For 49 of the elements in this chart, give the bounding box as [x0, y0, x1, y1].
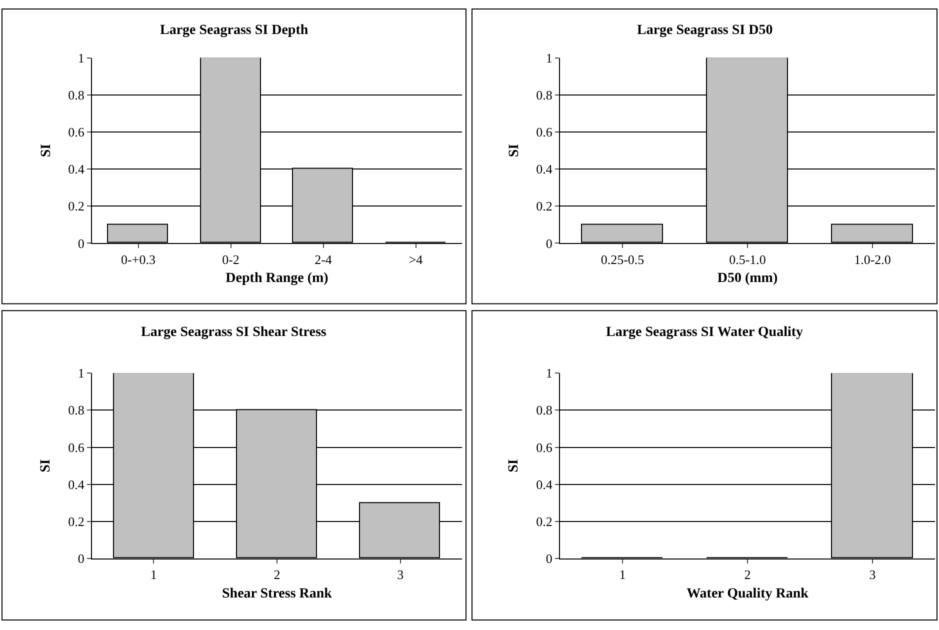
y-tick-label: 0.8: [68, 402, 84, 418]
y-tick-label: 0.8: [536, 87, 552, 102]
chart-title: Large Seagrass SI D50: [637, 23, 773, 38]
y-tick-label: 0: [78, 551, 84, 566]
y-tick-label: 0.2: [68, 198, 84, 214]
x-tick-label: 2-4: [314, 252, 332, 267]
x-tick-label: 3: [869, 567, 876, 582]
y-tick-label: 0.4: [536, 476, 553, 492]
y-axis-title: SI: [38, 144, 54, 158]
y-tick-label: 0.6: [536, 440, 553, 455]
y-tick-label: 0.2: [536, 514, 552, 529]
y-tick-label: 0.6: [68, 124, 85, 140]
y-axis-title: SI: [506, 144, 522, 158]
y-tick-label: 0.8: [536, 402, 552, 418]
y-tick-label: 1: [546, 50, 552, 66]
x-tick-label: 0.25-0.5: [600, 252, 644, 267]
y-tick-label: 0.4: [68, 162, 85, 177]
y-tick-label: 0.6: [68, 440, 85, 455]
x-axis-title: Shear Stress Rank: [222, 586, 332, 602]
x-tick-label: 1: [619, 567, 626, 582]
x-tick-label: 0.5-1.0: [729, 252, 766, 267]
y-tick-label: 0.2: [68, 514, 84, 529]
x-tick-label: 2: [274, 567, 280, 582]
x-tick-label: 0-+0.3: [121, 252, 156, 267]
y-tick-label: 1: [546, 366, 552, 381]
y-tick-label: 0.2: [536, 198, 552, 214]
y-tick-label: 1: [78, 366, 84, 381]
chart-title: Large Seagrass SI Shear Stress: [141, 325, 327, 340]
y-axis-title: SI: [506, 459, 522, 472]
y-axis-title: SI: [38, 459, 54, 472]
x-axis-title: Water Quality Rank: [686, 586, 809, 602]
y-tick-label: 0.6: [536, 124, 553, 140]
x-tick-label: >4: [408, 252, 424, 267]
chart-title: Large Seagrass SI Water Quality: [606, 325, 804, 340]
chart-title: Large Seagrass SI Depth: [160, 23, 308, 38]
y-tick-label: 0.4: [68, 476, 85, 492]
y-tick-label: 0: [546, 236, 552, 251]
x-axis-title: D50 (mm): [717, 271, 778, 286]
x-tick-label: 2: [744, 567, 751, 582]
x-tick-label: 0-2: [222, 252, 240, 267]
x-axis-title: Depth Range (m): [226, 271, 329, 286]
y-tick-label: 0.8: [68, 87, 84, 102]
x-tick-label: 3: [397, 567, 404, 582]
y-tick-label: 1: [78, 50, 84, 66]
x-tick-label: 1: [150, 567, 157, 582]
x-tick-label: 1.0-2.0: [854, 252, 891, 267]
y-tick-label: 0.4: [536, 162, 553, 177]
y-tick-label: 0: [546, 551, 552, 566]
y-tick-label: 0: [78, 236, 84, 251]
